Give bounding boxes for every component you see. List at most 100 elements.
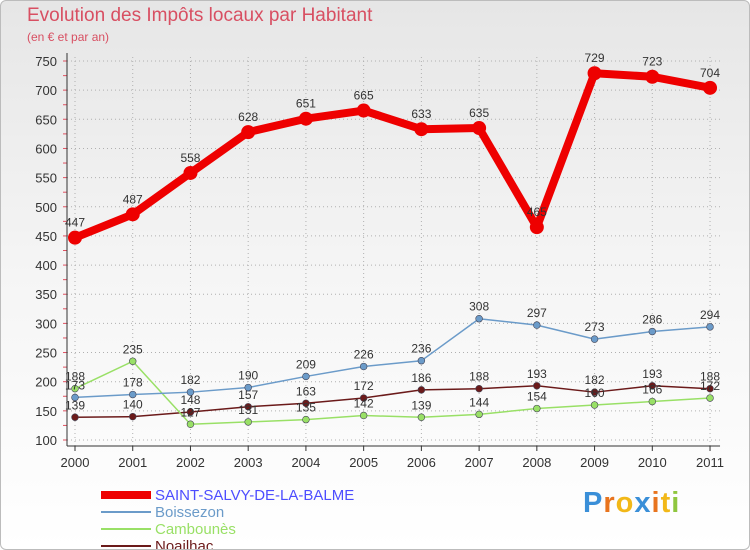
data-label-1: 273: [585, 320, 605, 334]
x-tick-label: 2011: [696, 455, 724, 470]
data-label-2: 144: [469, 395, 489, 409]
data-label-3: 193: [642, 367, 662, 381]
series-point-2: [706, 394, 714, 402]
series-point-0: [529, 220, 544, 235]
series-point-1: [129, 390, 137, 399]
proxiti-logo: Proxiti: [583, 487, 680, 520]
x-tick-label: 2008: [522, 455, 551, 470]
y-tick-label: 200: [35, 375, 57, 390]
series-point-0: [356, 103, 371, 118]
y-tick-label: 350: [35, 287, 57, 302]
series-line-2: [74, 360, 711, 426]
series-point-1: [302, 372, 310, 381]
data-label-0: 465: [527, 205, 547, 219]
data-label-0: 651: [296, 97, 316, 111]
data-label-0: 558: [180, 151, 200, 165]
data-label-3: 186: [411, 371, 431, 385]
data-label-1: 173: [65, 378, 85, 392]
data-label-0: 628: [238, 110, 258, 124]
series-point-2: [186, 420, 195, 428]
data-label-2: 142: [354, 397, 374, 411]
x-tick-label: 2007: [465, 455, 494, 470]
x-tick-label: 2001: [118, 455, 147, 470]
legend-label: Boissezon: [155, 504, 225, 521]
logo-letter: i: [671, 487, 681, 519]
data-label-3: 193: [527, 367, 547, 381]
logo-letter: x: [634, 487, 652, 519]
legend-label: Noailhac: [155, 538, 214, 550]
logo-letter: i: [651, 487, 661, 519]
data-label-3: 148: [180, 393, 200, 407]
series-point-2: [648, 397, 656, 406]
series-point-3: [590, 388, 599, 396]
x-tick-label: 2002: [176, 455, 205, 470]
y-tick-label: 700: [35, 83, 57, 98]
data-label-1: 190: [238, 369, 258, 383]
x-tick-label: 2000: [61, 455, 90, 470]
data-label-3: 188: [469, 370, 489, 384]
x-tick-label: 2003: [234, 455, 263, 470]
data-label-1: 294: [700, 308, 720, 322]
data-label-2: 154: [527, 390, 547, 404]
logo-letter: o: [615, 487, 635, 519]
data-label-0: 487: [123, 192, 143, 206]
legend-swatch: [101, 545, 151, 547]
legend-swatch: [101, 511, 151, 513]
y-tick-label: 400: [35, 258, 57, 273]
series-point-2: [302, 415, 310, 424]
series-point-0: [125, 207, 140, 222]
data-label-0: 635: [469, 106, 489, 120]
series-point-0: [183, 165, 198, 180]
y-tick-label: 500: [35, 200, 57, 215]
data-label-3: 172: [354, 379, 374, 393]
data-label-2: 160: [585, 386, 605, 400]
data-label-1: 182: [180, 373, 200, 387]
series-point-3: [648, 382, 656, 390]
series-line-1: [74, 317, 711, 399]
legend-label: SAINT-SALVY-DE-LA-BALME: [155, 487, 355, 504]
series-point-3: [186, 408, 195, 416]
series-point-3: [475, 384, 483, 393]
x-tick-label: 2009: [580, 455, 609, 470]
data-label-1: 297: [527, 306, 547, 320]
series-point-3: [244, 403, 252, 411]
data-label-0: 633: [411, 107, 431, 121]
data-label-3: 182: [585, 373, 605, 387]
series-point-0: [587, 66, 602, 81]
y-tick-label: 600: [35, 141, 57, 156]
y-tick-label: 100: [35, 433, 57, 448]
series-point-0: [298, 111, 313, 126]
data-label-1: 308: [469, 300, 489, 314]
series-point-2: [475, 410, 483, 419]
chart-subtitle: (en € et par an): [27, 30, 110, 44]
y-tick-label: 650: [35, 112, 57, 127]
series-point-0: [645, 69, 660, 84]
series-point-0: [472, 121, 487, 136]
y-tick-label: 450: [35, 229, 57, 244]
series-point-3: [706, 384, 714, 393]
series-point-2: [244, 418, 252, 426]
series-point-2: [590, 401, 599, 409]
data-label-2: 188: [65, 370, 85, 384]
series-point-2: [417, 413, 426, 421]
series-point-3: [129, 412, 137, 421]
series-point-1: [71, 393, 79, 402]
data-label-1: 178: [123, 376, 143, 390]
data-label-1: 236: [411, 342, 431, 356]
data-label-3: 157: [238, 388, 258, 402]
data-label-1: 209: [296, 357, 316, 371]
series-point-0: [703, 80, 718, 95]
series-point-0: [68, 230, 82, 245]
logo-letter: r: [603, 487, 616, 519]
series-point-1: [648, 327, 656, 336]
data-label-0: 704: [700, 66, 720, 80]
data-label-2: 127: [180, 405, 200, 419]
series-point-2: [129, 357, 137, 365]
data-label-3: 163: [296, 384, 316, 398]
data-label-0: 447: [65, 216, 85, 230]
y-tick-label: 550: [35, 171, 57, 186]
series-point-0: [241, 125, 256, 140]
data-label-1: 226: [354, 348, 374, 362]
data-label-2: 135: [296, 401, 316, 415]
